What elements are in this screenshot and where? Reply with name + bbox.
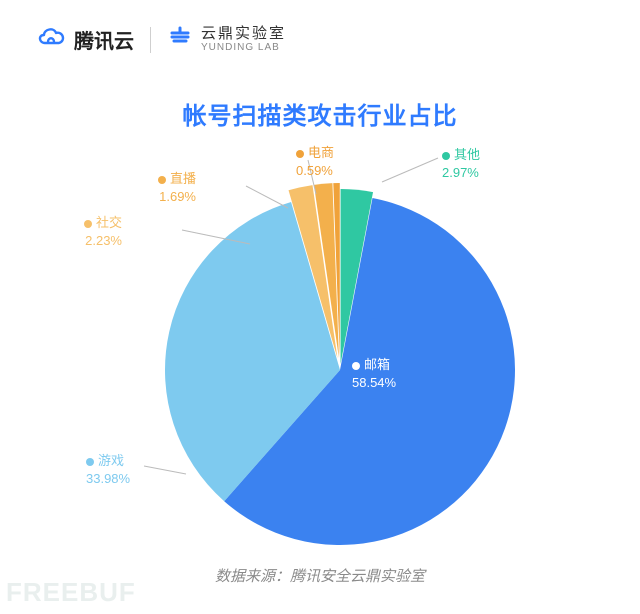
pie-label-mail: 邮箱58.54%	[352, 356, 396, 391]
chart-title: 帐号扫描类攻击行业占比	[0, 96, 640, 131]
pie-label-live: 直播1.69%	[158, 170, 196, 205]
header: 腾讯云 云鼎实验室 YUNDING LAB	[36, 24, 286, 55]
brand2-cn: 云鼎实验室	[201, 26, 286, 43]
pie-label-other: 其他2.97%	[442, 146, 480, 181]
pie-label-ecom: 电商0.59%	[296, 144, 334, 179]
brand-yunding-lab: 云鼎实验室 YUNDING LAB	[167, 24, 286, 55]
source-text: 腾讯安全云鼎实验室	[290, 568, 425, 585]
yunding-icon	[167, 24, 193, 55]
watermark: FREEBUF	[6, 577, 136, 608]
cloud-icon	[36, 25, 68, 54]
brand2-en: YUNDING LAB	[201, 42, 286, 53]
brand2-texts: 云鼎实验室 YUNDING LAB	[201, 26, 286, 54]
pie-label-game: 游戏33.98%	[86, 452, 130, 487]
brand1-name: 腾讯云	[74, 25, 134, 54]
header-divider	[150, 27, 151, 53]
pie-label-social: 社交2.23%	[84, 214, 122, 249]
pie-chart: 其他2.97% 邮箱58.54% 游戏33.98% 社交2.23% 直播1.69% 电商0…	[0, 140, 640, 560]
brand-tencent-cloud: 腾讯云	[36, 25, 134, 54]
source-prefix: 数据来源：	[215, 568, 290, 585]
